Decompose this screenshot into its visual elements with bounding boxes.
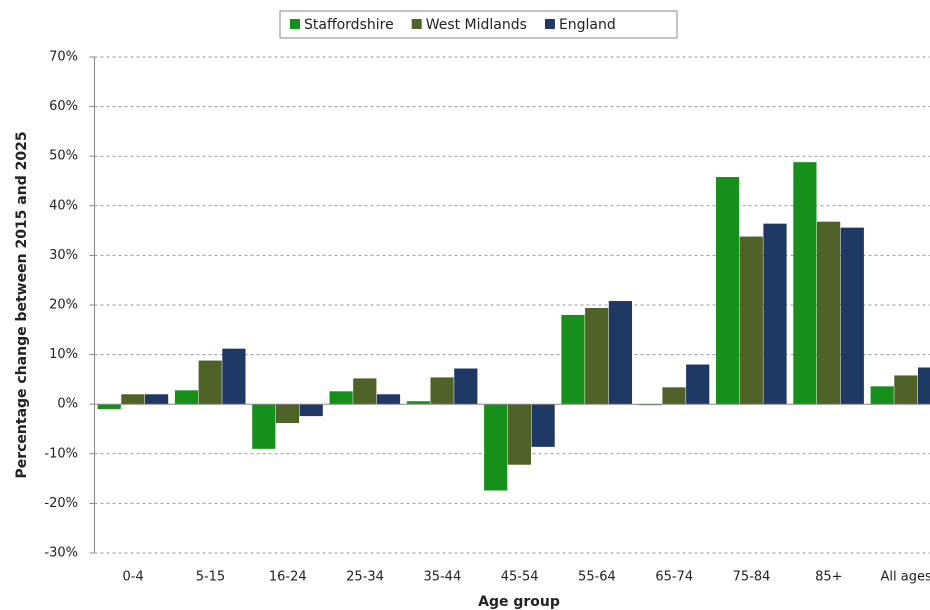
y-tick-label: 40% — [49, 198, 78, 213]
legend-box — [279, 10, 678, 39]
y-tick-label: 20% — [49, 298, 78, 313]
bar — [121, 394, 145, 405]
y-tick-label: 70% — [49, 50, 78, 65]
y-tick-label: 60% — [49, 99, 78, 114]
bar — [430, 377, 454, 405]
bar — [561, 314, 585, 405]
bar — [97, 404, 121, 410]
legend-swatch — [544, 19, 555, 29]
x-tick-label: 55-64 — [578, 570, 616, 585]
x-tick-label: 85+ — [815, 570, 842, 585]
y-tick-label: 0% — [57, 397, 78, 412]
x-tick-label: 65-74 — [655, 570, 693, 585]
bar — [198, 360, 222, 405]
bar — [739, 236, 763, 405]
bar — [353, 378, 377, 405]
bar — [662, 387, 686, 405]
bar — [174, 390, 199, 405]
bar — [716, 177, 740, 405]
bar — [870, 386, 894, 405]
bar — [840, 227, 864, 405]
y-tick-label: -10% — [44, 446, 78, 461]
x-tick-label: 16-24 — [269, 570, 307, 585]
legend-swatch — [411, 19, 422, 29]
bar — [507, 404, 531, 465]
y-tick-label: -20% — [44, 496, 78, 511]
bar — [531, 404, 555, 447]
bar — [252, 404, 276, 449]
bar — [585, 307, 609, 405]
legend-label: England — [559, 17, 616, 33]
x-tick-label: 0-4 — [123, 570, 144, 585]
y-tick-label: 30% — [49, 248, 78, 263]
bar — [454, 368, 478, 405]
bar — [894, 375, 918, 405]
bar — [793, 162, 817, 405]
bar — [918, 367, 930, 405]
bar — [608, 301, 632, 405]
y-tick-label: 10% — [49, 347, 78, 362]
bar — [763, 223, 787, 405]
x-tick-label: 25-34 — [346, 570, 384, 585]
bar — [376, 394, 401, 405]
y-axis-title: Percentage change between 2015 and 2025 — [14, 131, 30, 478]
x-axis-title: Age group — [478, 594, 560, 610]
legend-label: Staffordshire — [304, 17, 394, 33]
bar — [329, 391, 353, 405]
x-tick-label: 5-15 — [196, 570, 226, 585]
legend-label: West Midlands — [426, 17, 527, 33]
x-tick-label: All ages — [881, 570, 930, 585]
y-tick-label: -30% — [44, 546, 78, 561]
bar — [817, 221, 841, 405]
bar — [222, 348, 246, 405]
bar — [275, 404, 300, 424]
x-tick-label: 75-84 — [733, 570, 771, 585]
bar — [145, 394, 169, 405]
bar — [406, 401, 430, 405]
y-tick-label: 50% — [49, 149, 78, 164]
x-tick-label: 45-54 — [501, 570, 539, 585]
legend: Staffordshire West Midlands England — [279, 10, 678, 39]
bar — [299, 404, 323, 417]
bar — [484, 404, 508, 491]
legend-swatch — [290, 19, 300, 29]
x-tick-label: 35-44 — [423, 570, 461, 585]
bar — [686, 364, 710, 405]
